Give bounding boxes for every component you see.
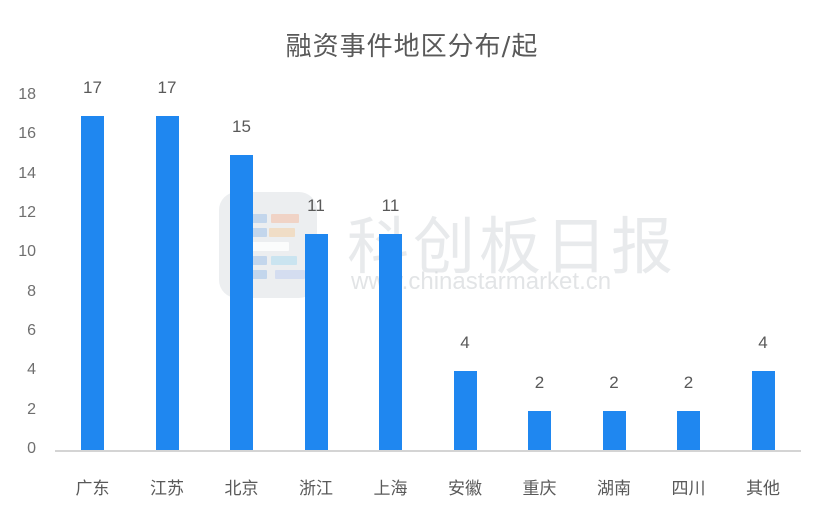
x-axis-line — [55, 450, 801, 452]
chart-title: 融资事件地区分布/起 — [285, 32, 539, 62]
y-tick-label: 10 — [18, 243, 36, 261]
bar-value-label: 11 — [381, 195, 400, 215]
x-tick-label: 广东 — [75, 479, 110, 499]
x-tick-label: 浙江 — [299, 479, 333, 499]
bar — [453, 371, 477, 450]
bar-value-label: 17 — [83, 77, 102, 97]
y-tick-label: 8 — [27, 282, 36, 300]
bar — [379, 233, 402, 450]
x-tick-label: 上海 — [373, 479, 408, 499]
bar-value-label: 4 — [460, 333, 470, 353]
x-tick-label: 北京 — [224, 479, 259, 499]
bar-value-label: 2 — [609, 372, 619, 392]
bar-value-label: 4 — [758, 333, 768, 353]
x-tick-label: 四川 — [671, 479, 706, 499]
bar — [304, 233, 328, 450]
watermark: 科创板日报 www.chinastarmarket.cn — [219, 192, 673, 302]
x-tick-label: 重庆 — [522, 479, 557, 499]
x-tick-label: 其他 — [746, 479, 780, 499]
x-tick-label: 江苏 — [150, 479, 184, 499]
bar-value-label: 17 — [157, 77, 177, 97]
x-tick-label: 湖南 — [597, 479, 631, 499]
bar — [751, 371, 775, 450]
y-tick-label: 12 — [18, 204, 36, 221]
y-tick-label: 18 — [18, 86, 36, 103]
bar-value-label: 2 — [534, 372, 545, 392]
bar — [677, 410, 700, 450]
bar-value-label: 11 — [307, 195, 325, 215]
y-tick-label: 16 — [18, 125, 36, 143]
x-tick-label: 安徽 — [448, 479, 482, 499]
bar — [81, 115, 104, 450]
y-tick-label: 6 — [27, 322, 36, 339]
bar — [230, 155, 253, 450]
bar-value-label: 2 — [683, 372, 694, 392]
bar-value-label: 15 — [232, 117, 251, 136]
bar — [155, 115, 179, 450]
y-tick-label: 14 — [18, 164, 36, 182]
y-tick-label: 0 — [27, 440, 36, 457]
bar — [528, 410, 551, 450]
y-tick-label: 4 — [27, 361, 36, 379]
y-tick-label: 2 — [27, 400, 36, 418]
bar — [602, 410, 626, 450]
